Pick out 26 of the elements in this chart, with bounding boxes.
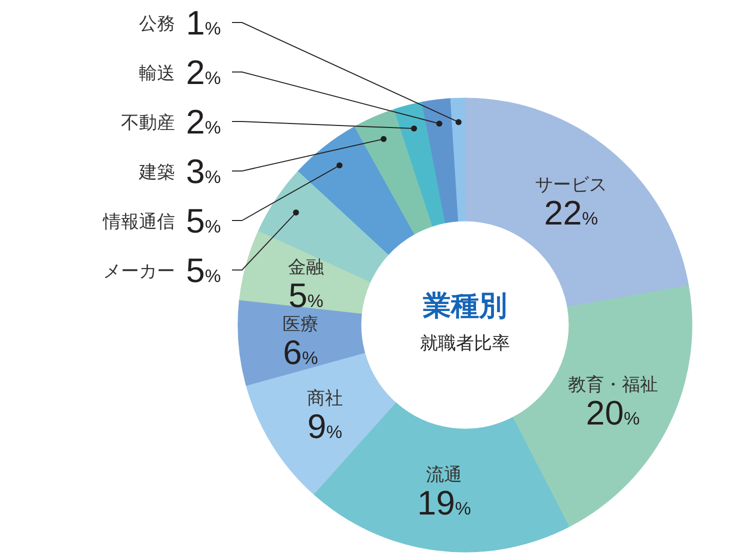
text: 業種別 (422, 290, 507, 321)
data-label: 2% (186, 54, 221, 92)
slice-label: 教育・福祉 (568, 374, 658, 394)
data-label: 2% (186, 104, 221, 142)
data-label: 1% (186, 4, 221, 42)
data-label: 5% (186, 252, 221, 290)
slice-label: 建築 (138, 162, 175, 182)
data-label: 6% (283, 334, 318, 372)
data-label: 19% (417, 484, 472, 523)
data-label: 22% (544, 194, 598, 233)
slice-label: サービス (535, 174, 608, 195)
data-label: 3% (186, 153, 221, 191)
slice-label: 情報通信 (102, 212, 175, 232)
data-label: 5% (288, 277, 324, 316)
slice-label: 医療 (282, 314, 319, 334)
data-label: 5% (186, 202, 221, 240)
text: 就職者比率 (420, 333, 510, 353)
slice-label: 商社 (306, 388, 343, 408)
slice-label: メーカー (103, 261, 175, 281)
data-label: 20% (586, 394, 640, 432)
slice-label: 不動産 (121, 112, 175, 132)
slice-label: 流通 (426, 464, 462, 485)
slice-label: 金融 (288, 257, 324, 278)
slice-label: 公務 (139, 14, 175, 34)
slice-label: 輸送 (139, 63, 175, 83)
data-label: 9% (307, 408, 342, 446)
